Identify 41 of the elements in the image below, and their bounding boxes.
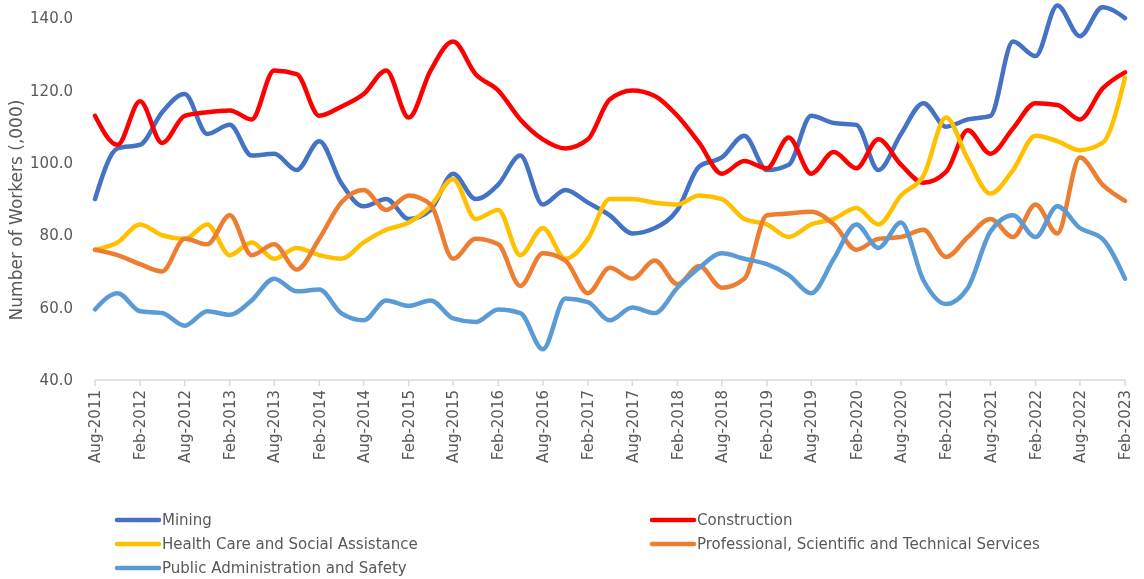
x-tick-label: Aug-2013 — [265, 390, 284, 463]
line-series — [92, 204, 1128, 352]
y-axis-title: Number of Workers (,000) — [6, 99, 26, 321]
x-tick-label: Aug-2015 — [444, 390, 463, 463]
line-series — [92, 155, 1128, 296]
x-tick-label: Aug-2020 — [892, 390, 911, 463]
x-tick-label: Aug-2019 — [802, 390, 821, 463]
y-tick-label: 80.0 — [39, 226, 73, 245]
y-tick-label: 120.0 — [30, 81, 73, 100]
legend-label: Public Administration and Safety — [162, 559, 407, 578]
y-tick-label: 40.0 — [39, 371, 73, 390]
x-tick-label: Feb-2012 — [131, 390, 150, 461]
x-tick-label: Feb-2022 — [1026, 390, 1045, 461]
x-tick-label: Feb-2014 — [310, 390, 329, 461]
x-tick-label: Aug-2018 — [713, 390, 732, 463]
x-tick-label: Feb-2017 — [579, 390, 598, 461]
x-tick-label: Feb-2013 — [221, 390, 240, 461]
legend-label: Health Care and Social Assistance — [162, 535, 418, 554]
x-tick-label: Aug-2022 — [1071, 390, 1090, 463]
legend-label: Professional, Scientific and Technical Services — [697, 535, 1040, 554]
x-tick-label: Feb-2019 — [758, 390, 777, 461]
x-tick-label: Feb-2018 — [668, 390, 687, 461]
y-tick-label: 60.0 — [39, 298, 73, 317]
x-tick-label: Feb-2020 — [847, 390, 866, 461]
x-tick-label: Aug-2021 — [981, 390, 1000, 463]
x-tick-label: Aug-2012 — [175, 390, 194, 463]
legend-label: Construction — [697, 511, 793, 530]
x-tick-label: Aug-2016 — [534, 390, 553, 463]
x-tick-label: Aug-2014 — [354, 390, 373, 463]
x-tick-label: Feb-2016 — [489, 390, 508, 461]
x-tick-label: Feb-2015 — [400, 390, 419, 461]
x-tick-label: Aug-2011 — [86, 390, 105, 463]
line-series — [92, 3, 1128, 236]
line-series — [92, 39, 1128, 186]
legend-label: Mining — [162, 511, 212, 530]
x-tick-label: Feb-2023 — [1116, 390, 1135, 461]
x-tick-label: Aug-2017 — [623, 390, 642, 463]
y-tick-label: 100.0 — [30, 154, 73, 173]
y-tick-label: 140.0 — [30, 9, 73, 28]
x-tick-label: Feb-2021 — [937, 390, 956, 461]
line-series — [92, 75, 1128, 262]
